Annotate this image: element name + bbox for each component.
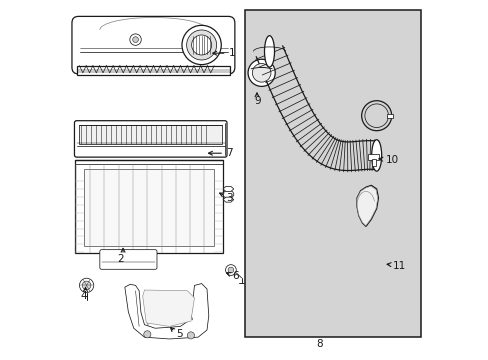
- Polygon shape: [142, 290, 194, 327]
- FancyBboxPatch shape: [72, 17, 234, 74]
- Text: 1: 1: [228, 48, 235, 58]
- Polygon shape: [223, 197, 233, 202]
- Text: 5: 5: [176, 329, 183, 339]
- FancyBboxPatch shape: [74, 121, 226, 157]
- Polygon shape: [223, 186, 233, 192]
- Bar: [244, 10, 421, 337]
- Circle shape: [82, 281, 91, 290]
- Text: 10: 10: [385, 156, 398, 165]
- Bar: [371, 159, 375, 166]
- Circle shape: [191, 35, 211, 55]
- Text: 6: 6: [232, 271, 239, 282]
- Circle shape: [187, 332, 194, 339]
- Text: 4: 4: [80, 291, 87, 301]
- Ellipse shape: [223, 190, 233, 198]
- Circle shape: [130, 34, 141, 45]
- Ellipse shape: [371, 140, 381, 171]
- Polygon shape: [356, 185, 378, 226]
- FancyBboxPatch shape: [100, 249, 157, 269]
- Text: 7: 7: [225, 148, 232, 158]
- Bar: [367, 154, 378, 160]
- Polygon shape: [356, 186, 377, 226]
- Bar: [386, 113, 392, 118]
- Text: 8: 8: [315, 339, 322, 349]
- Bar: [83, 169, 214, 246]
- Circle shape: [252, 64, 270, 82]
- Circle shape: [247, 59, 275, 86]
- Bar: [77, 66, 230, 75]
- Text: 2: 2: [118, 253, 124, 264]
- Circle shape: [80, 278, 94, 293]
- Circle shape: [186, 30, 216, 60]
- Text: 11: 11: [392, 261, 406, 271]
- Text: 3: 3: [226, 193, 233, 203]
- Circle shape: [182, 25, 221, 64]
- Circle shape: [132, 37, 138, 42]
- Polygon shape: [124, 284, 208, 339]
- Bar: [75, 160, 223, 253]
- Ellipse shape: [264, 36, 274, 67]
- Bar: [80, 125, 221, 144]
- Circle shape: [227, 267, 233, 273]
- Text: 9: 9: [254, 96, 261, 107]
- Circle shape: [143, 331, 151, 338]
- Circle shape: [225, 265, 236, 275]
